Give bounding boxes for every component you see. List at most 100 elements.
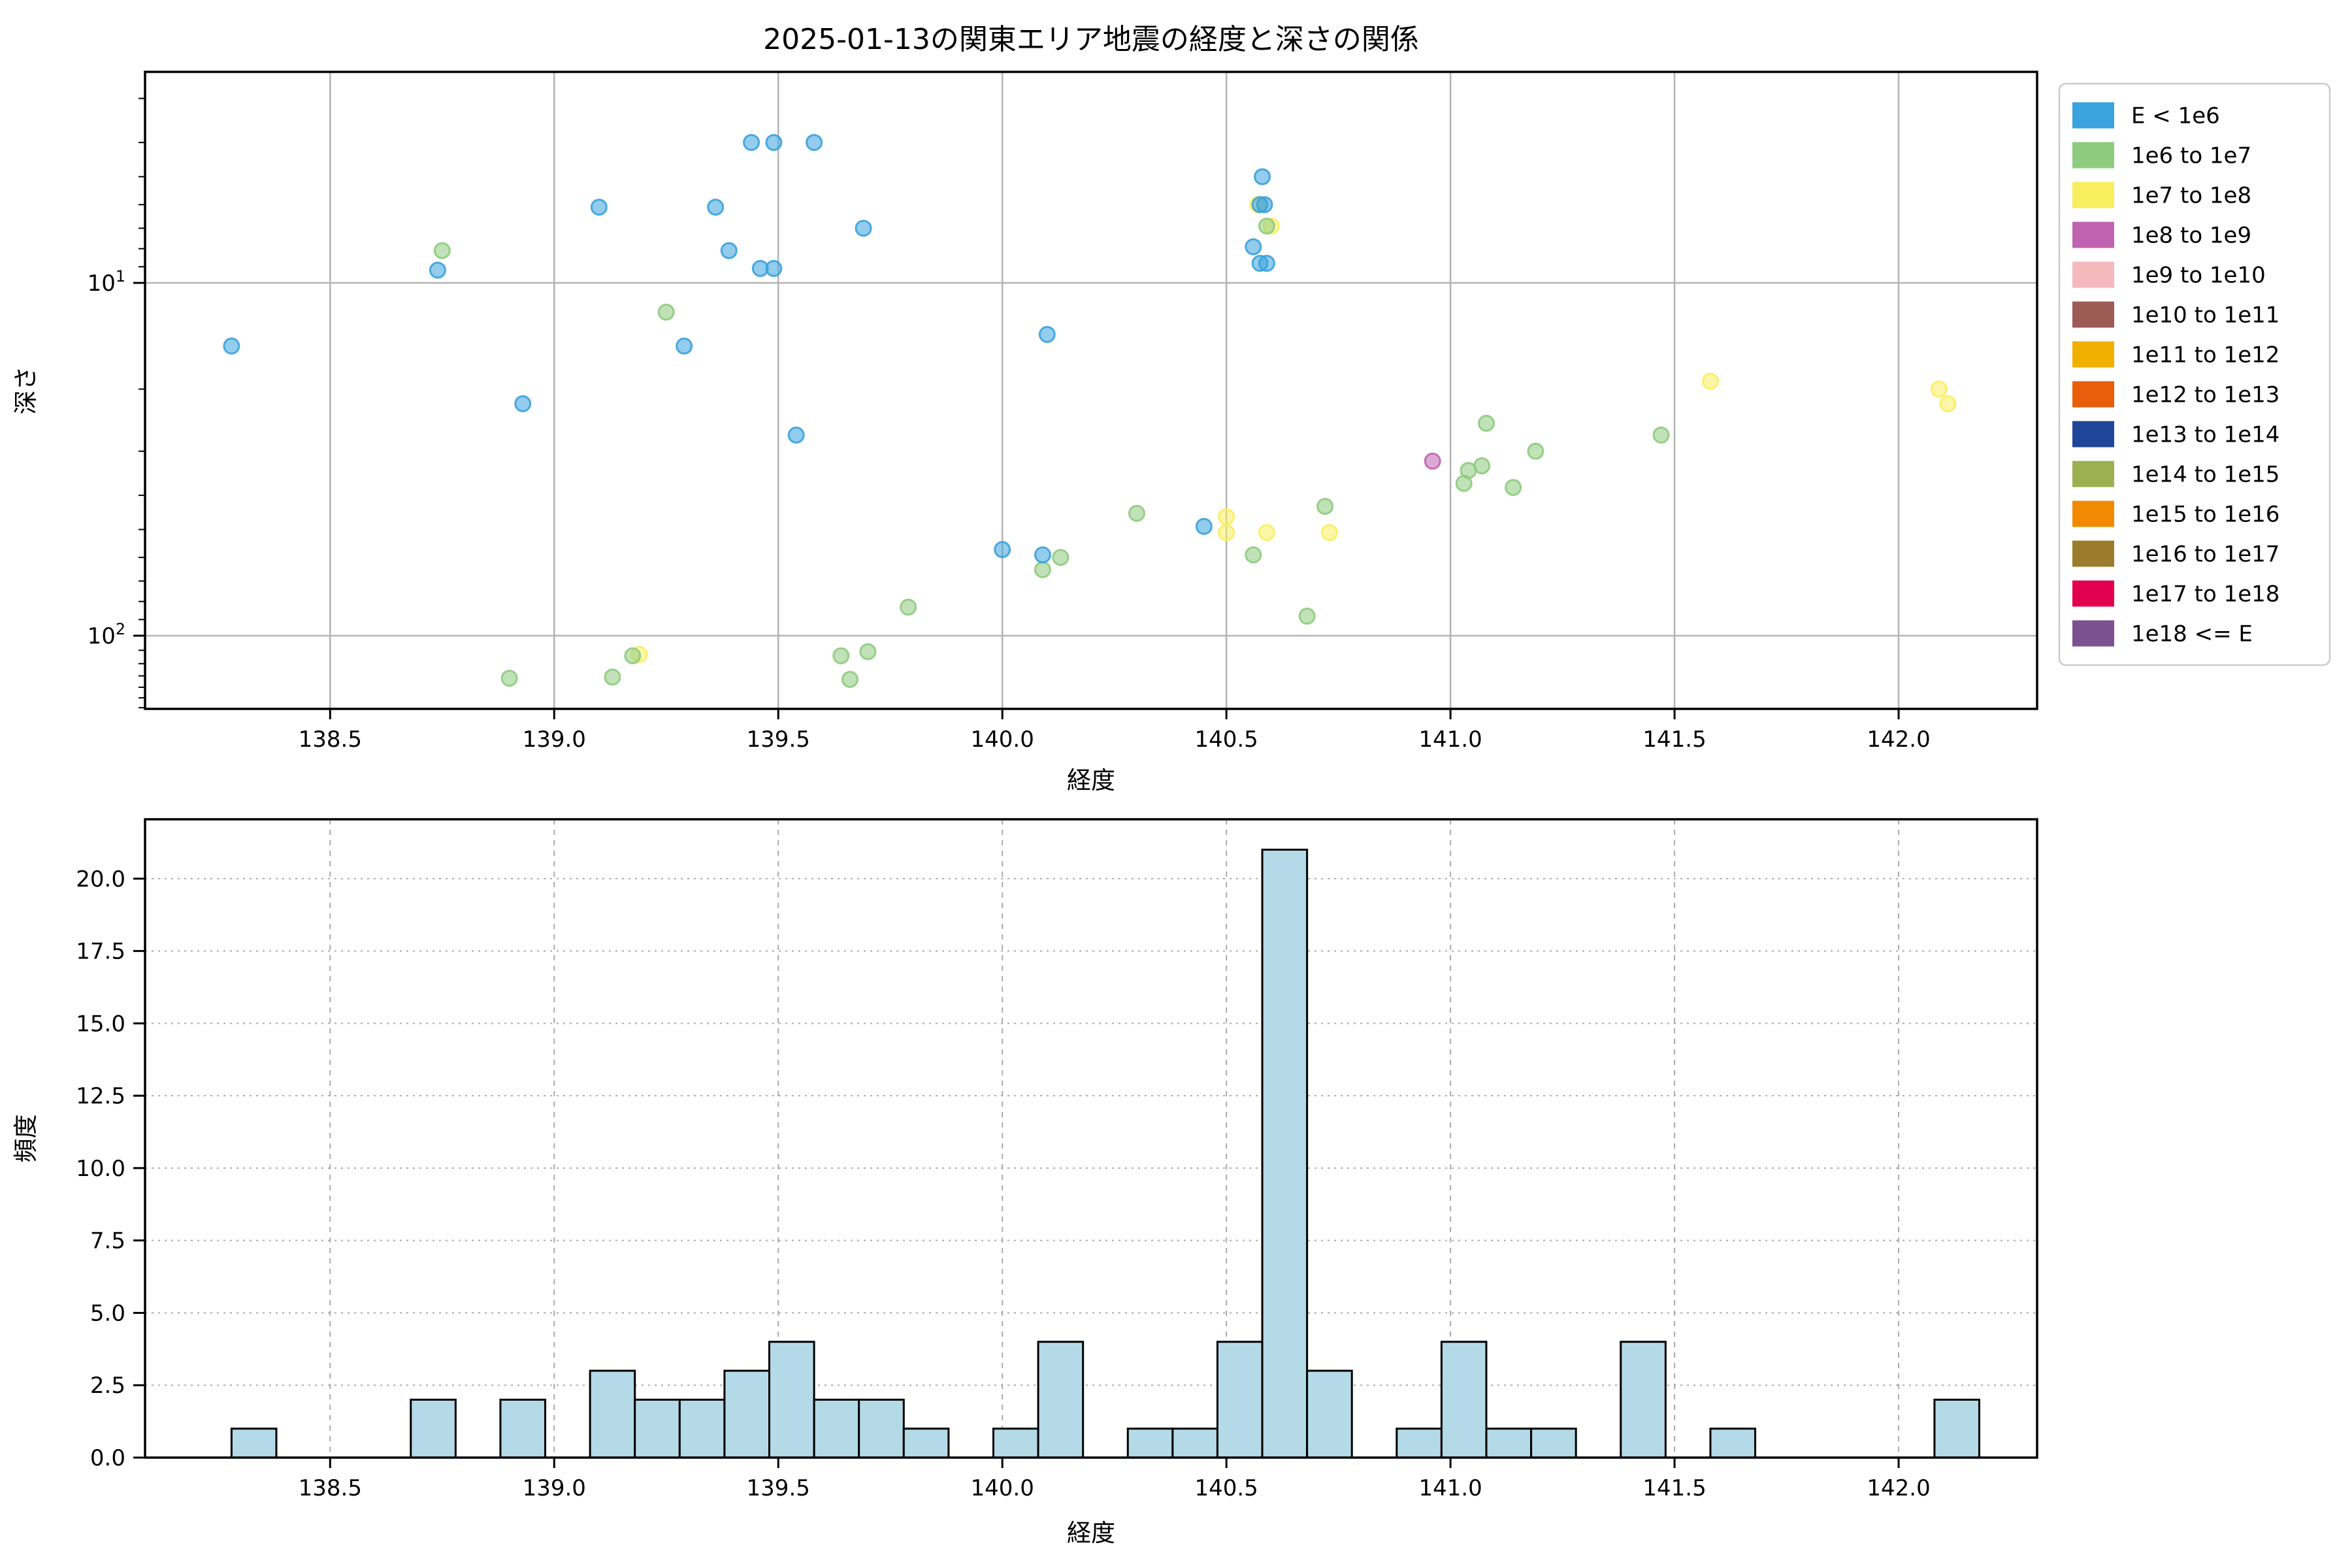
scatter-x-tick-label: 138.5	[299, 727, 362, 753]
hist-bar	[1171, 1428, 1218, 1459]
legend-swatch	[2072, 221, 2114, 248]
scatter-point	[859, 643, 877, 661]
scatter-point	[1320, 524, 1338, 542]
hist-x-tick-label: 138.5	[299, 1475, 362, 1501]
legend-label: 1e15 to 1e16	[2131, 502, 2279, 528]
scatter-axes-box	[144, 71, 2038, 710]
scatter-point	[676, 337, 693, 355]
scatter-point	[1218, 508, 1235, 525]
hist-y-tick-label: 17.5	[76, 939, 125, 965]
legend-label: 1e9 to 1e10	[2131, 263, 2266, 289]
scatter-point	[994, 541, 1011, 559]
legend-label: E < 1e6	[2131, 103, 2220, 129]
hist-bar	[1933, 1398, 1981, 1459]
scatter-point	[765, 134, 783, 152]
legend-swatch	[2072, 341, 2114, 368]
legend-swatch	[2072, 540, 2114, 567]
scatter-point	[1254, 168, 1271, 186]
legend-swatch	[2072, 142, 2114, 169]
hist-x-axis-label: 経度	[1067, 1519, 1115, 1547]
hist-bar	[1620, 1341, 1667, 1459]
hist-y-tick-label: 5.0	[90, 1300, 125, 1326]
hist-bar	[1126, 1428, 1174, 1459]
legend-swatch	[2072, 500, 2114, 527]
legend-label: 1e11 to 1e12	[2131, 342, 2279, 368]
scatter-point	[1195, 517, 1213, 535]
scatter-x-tick-label: 139.0	[523, 727, 586, 753]
scatter-point	[590, 199, 608, 216]
hist-bar	[1530, 1428, 1577, 1459]
scatter-point	[1701, 372, 1719, 390]
legend-swatch	[2072, 261, 2114, 288]
scatter-x-tick-label: 140.5	[1194, 727, 1258, 753]
scatter-point	[500, 670, 518, 687]
scatter-x-tick-label: 141.0	[1418, 727, 1482, 753]
scatter-point	[1473, 457, 1491, 474]
scatter-point	[1258, 217, 1275, 235]
scatter-y-axis-label: 深さ	[12, 367, 40, 415]
scatter-point	[832, 647, 850, 664]
scatter-point	[1256, 196, 1273, 214]
scatter-point	[720, 242, 738, 259]
scatter-point	[1939, 395, 1957, 412]
figure-title: 2025-01-13の関東エリア地震の経度と深さの関係	[763, 23, 1419, 56]
hist-bar	[1709, 1428, 1757, 1459]
hist-x-tick-label: 139.5	[747, 1475, 810, 1501]
scatter-point	[604, 668, 621, 686]
legend-box	[2058, 82, 2331, 666]
hist-y-tick-label: 20.0	[76, 866, 125, 892]
hist-y-tick-label: 0.0	[90, 1445, 125, 1471]
scatter-y-tick-label: 101	[88, 267, 125, 297]
hist-axes-box	[144, 818, 2038, 1459]
hist-y-tick-label: 12.5	[76, 1083, 125, 1109]
scatter-point	[1245, 546, 1262, 564]
hist-bar	[992, 1428, 1039, 1459]
legend-swatch	[2072, 421, 2114, 448]
hist-x-tick-label: 141.0	[1418, 1475, 1482, 1501]
scatter-point	[1128, 504, 1145, 522]
hist-x-tick-label: 140.0	[971, 1475, 1034, 1501]
hist-bar	[1306, 1369, 1353, 1459]
hist-bar	[230, 1428, 278, 1459]
hist-bar	[634, 1398, 681, 1459]
scatter-point	[1052, 549, 1070, 566]
scatter-point	[806, 134, 823, 152]
legend-label: 1e16 to 1e17	[2131, 542, 2279, 568]
legend-label: 1e18 <= E	[2131, 621, 2253, 647]
legend-label: 1e10 to 1e11	[2131, 302, 2279, 329]
legend-label: 1e7 to 1e8	[2131, 183, 2251, 209]
scatter-point	[1038, 325, 1056, 343]
hist-y-tick-label: 7.5	[90, 1228, 125, 1254]
scatter-point	[1298, 608, 1316, 625]
scatter-point	[1245, 238, 1262, 255]
scatter-point	[1258, 255, 1275, 272]
legend-swatch	[2072, 182, 2114, 208]
hist-x-tick-label: 140.5	[1194, 1475, 1258, 1501]
hist-y-tick-label: 2.5	[90, 1373, 125, 1399]
legend-label: 1e12 to 1e13	[2131, 382, 2279, 408]
hist-y-axis-label: 頻度	[12, 1115, 40, 1163]
scatter-x-tick-label: 142.0	[1867, 727, 1930, 753]
scatter-point	[1258, 524, 1275, 542]
hist-bar	[678, 1398, 726, 1459]
hist-y-tick-label: 10.0	[76, 1156, 125, 1182]
scatter-point	[1652, 426, 1670, 444]
hist-y-tick-label: 15.0	[76, 1011, 125, 1037]
hist-bar	[1261, 849, 1309, 1459]
scatter-point	[1527, 442, 1544, 460]
scatter-point	[1034, 546, 1051, 564]
legend-swatch	[2072, 381, 2114, 408]
scatter-point	[743, 134, 760, 152]
scatter-point	[900, 598, 917, 616]
legend-swatch	[2072, 620, 2114, 647]
hist-bar	[1037, 1341, 1085, 1459]
scatter-point	[787, 426, 805, 444]
scatter-point	[1930, 380, 1948, 398]
legend-label: 1e17 to 1e18	[2131, 581, 2279, 608]
scatter-point	[1505, 479, 1522, 497]
legend-swatch	[2072, 580, 2114, 607]
hist-bar	[1216, 1341, 1264, 1459]
scatter-point	[624, 647, 642, 664]
hist-x-tick-label: 141.5	[1642, 1475, 1706, 1501]
scatter-point	[433, 242, 451, 259]
